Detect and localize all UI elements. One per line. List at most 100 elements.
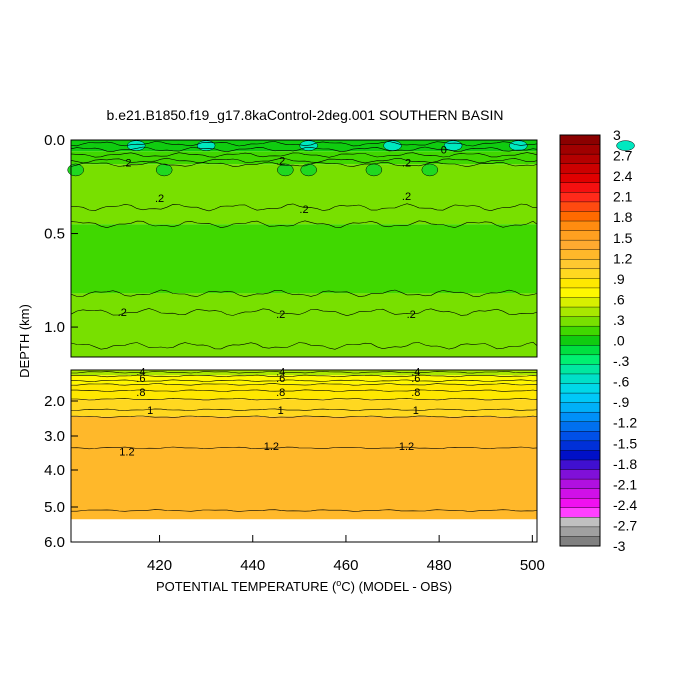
colorbar-label-20: -3 [613, 538, 626, 554]
lower-contour-label-11: .6 [411, 373, 420, 385]
lower-contour-label-13: 1 [413, 405, 419, 417]
colorbar-label-11: -.3 [613, 353, 630, 369]
colorbar-swatch-17 [559, 297, 601, 308]
colorbar-swatch-33 [559, 450, 601, 461]
y-axis-ticks: 0.0 0.5 1.0 2.0 3.0 4.0 5.0 6.0 [44, 132, 78, 551]
colorbar-label-16: -1.8 [613, 456, 637, 472]
subsurface-blob-0 [67, 163, 84, 177]
x-tick-label-4: 500 [520, 557, 545, 574]
colorbar-swatch-30 [559, 421, 601, 432]
colorbar-frame [559, 134, 601, 547]
surface-patch-6 [616, 140, 635, 151]
colorbar-label-2: 2.4 [613, 168, 633, 184]
lower-contour-label-8: 1 [278, 405, 284, 417]
upper-y-tick-label-1: 0.5 [44, 226, 65, 243]
upper-contour-9 [70, 341, 538, 350]
x-axis-label-degree: o [336, 578, 341, 588]
lower-contour-label-1: .6 [136, 373, 145, 385]
colorbar-swatch-7 [559, 201, 601, 212]
colorbar-label-15: -1.5 [613, 435, 637, 451]
colorbar-swatch-14 [559, 268, 601, 279]
x-axis-label-main: POTENTIAL TEMPERATURE ( [156, 579, 337, 594]
colorbar-label-7: .9 [613, 271, 625, 287]
colorbar-swatch-24 [559, 364, 601, 375]
upper-contour-4 [70, 161, 538, 168]
upper-contour-0 [70, 141, 538, 147]
x-tick-label-3: 480 [427, 557, 452, 574]
colorbar-swatch-11 [559, 239, 601, 251]
colorbar-swatch-27 [559, 392, 601, 404]
x-axis-ticks: 420 440 460 480 500 [147, 535, 545, 574]
lower-contour-label-4: 1.2 [119, 446, 134, 458]
x-tick-label-2: 460 [333, 557, 358, 574]
colorbar-label-5: 1.5 [613, 230, 633, 246]
lower-contour-5 [70, 397, 538, 401]
upper-contour-7 [70, 289, 538, 298]
subsurface-blob-3 [300, 163, 317, 177]
lower-panel: .4.6.811.2.4.6.811.2.4.6.811.2 [70, 366, 538, 543]
colorbar-swatch-5 [559, 182, 601, 193]
upper-contour-label-8: .2 [276, 309, 285, 321]
upper-contour-8 [70, 308, 538, 317]
upper-contour-1 [70, 146, 538, 153]
lower-contour-label-10: .4 [411, 366, 420, 378]
colorbar-swatch-25 [559, 373, 601, 385]
colorbar-swatch-2 [559, 153, 601, 165]
subsurface-blob-2 [277, 163, 294, 177]
upper-band-4 [71, 293, 537, 357]
lower-contour-9 [70, 509, 538, 512]
x-tick-label-0: 420 [147, 557, 172, 574]
colorbar-label-12: -.6 [613, 374, 630, 390]
upper-contour-label-9: .2 [407, 309, 416, 321]
lower-contour-1 [70, 374, 538, 378]
subsurface-blob-5 [421, 163, 439, 177]
y-axis-label: DEPTH (km) [17, 304, 32, 378]
upper-contour-label-6: .2 [402, 191, 411, 203]
colorbar-label-14: -1.2 [613, 415, 637, 431]
colorbar-swatch-15 [559, 278, 601, 289]
lower-band-2 [71, 384, 537, 400]
upper-band-1 [71, 151, 537, 165]
upper-contour-label-4: .2 [155, 193, 164, 205]
colorbar-label-10: .0 [613, 333, 625, 349]
lower-frame [70, 369, 538, 543]
upper-contour-label-7: .2 [118, 307, 127, 319]
colorbar-swatch-42 [559, 536, 601, 547]
lower-band-4 [71, 416, 537, 520]
colorbar-swatch-6 [559, 192, 601, 203]
colorbar-swatch-9 [559, 220, 601, 232]
colorbar-swatch-34 [559, 459, 601, 471]
upper-contour-label-3: .2 [402, 157, 411, 169]
lower-contour-0 [70, 371, 538, 374]
upper-contour-label-1: .2 [122, 157, 131, 169]
colorbar-label-8: .6 [613, 291, 625, 307]
lower-contour-label-14: 1.2 [399, 441, 414, 453]
colorbar-swatch-29 [559, 411, 601, 423]
colorbar-swatch-28 [559, 402, 601, 413]
upper-contour-6 [70, 203, 538, 212]
lower-contour-label-7: .8 [276, 387, 285, 399]
colorbar-label-4: 1.8 [613, 209, 633, 225]
upper-panel: 0 .2 .2 .2 .2 .2 .2 .2 .2 .2 [67, 139, 635, 358]
lower-y-tick-label-0: 2.0 [44, 393, 65, 410]
lower-band-1 [71, 375, 537, 385]
surface-patch-5 [509, 140, 528, 151]
subsurface-blob-1 [155, 163, 173, 177]
colorbar-swatch-19 [559, 316, 601, 327]
upper-contour-5 [70, 220, 538, 229]
colorbar-swatch-32 [559, 440, 601, 451]
lower-y-tick-label-2: 4.0 [44, 462, 65, 479]
colorbar-swatch-10 [559, 230, 601, 241]
colorbar-label-9: .3 [613, 312, 625, 328]
lower-contour-label-12: .8 [411, 387, 420, 399]
lower-contour-3 [70, 383, 538, 386]
colorbar-swatch-0 [559, 134, 601, 146]
colorbar-swatch-37 [559, 488, 601, 499]
colorbar-swatch-40 [559, 517, 601, 528]
lower-y-tick-label-3: 5.0 [44, 499, 65, 516]
colorbar-label-17: -2.1 [613, 476, 637, 492]
lower-contour-label-5: .4 [276, 366, 285, 378]
colorbar-swatch-13 [559, 259, 601, 270]
lower-y-tick-label-4: 6.0 [44, 534, 65, 551]
